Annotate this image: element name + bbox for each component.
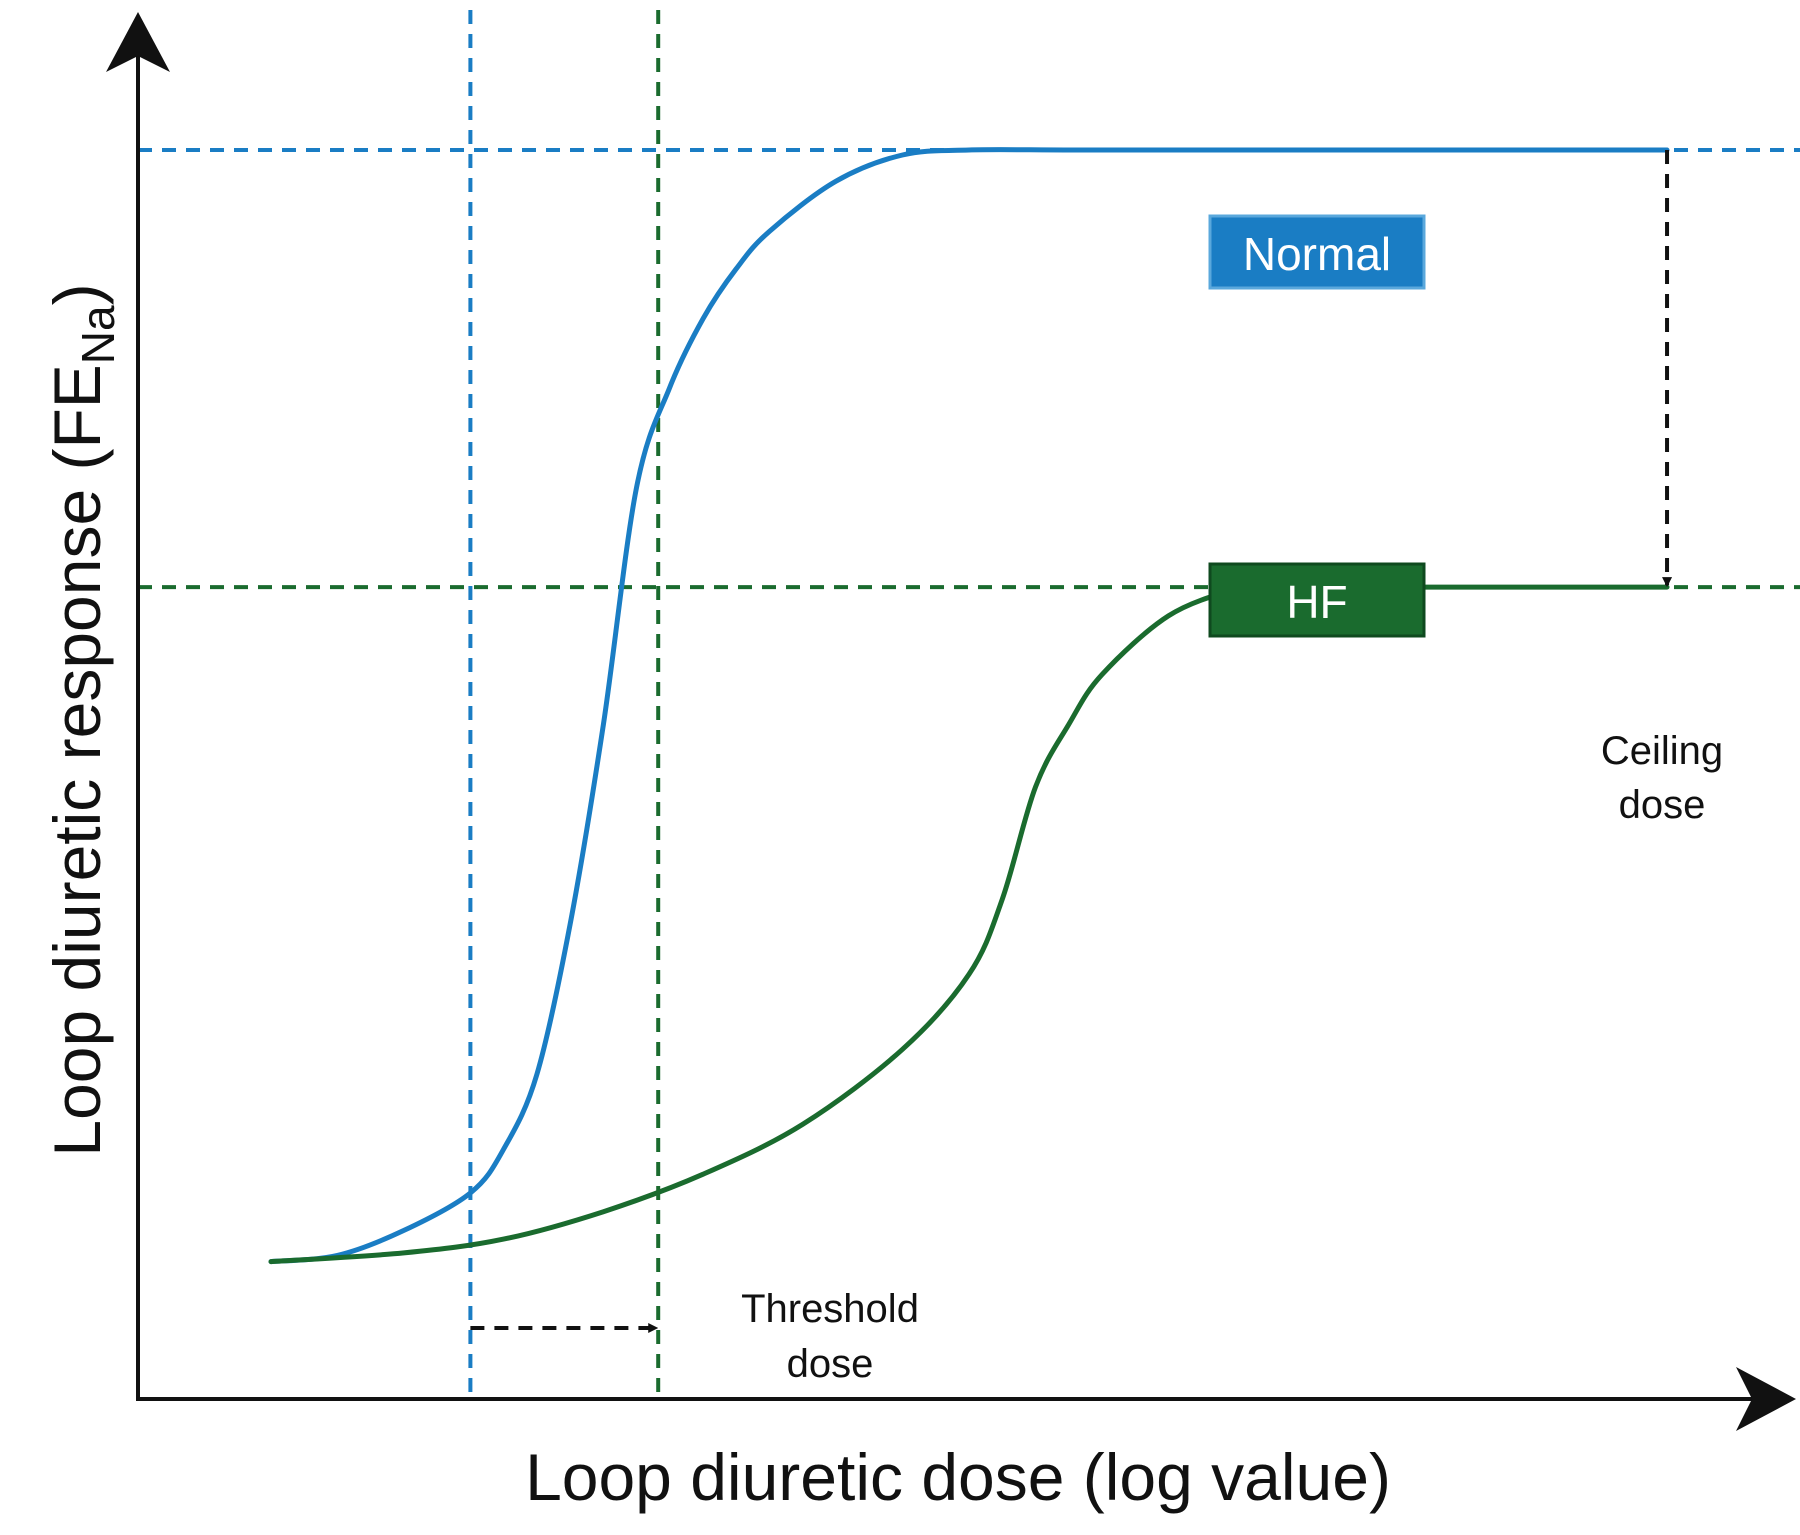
y-axis-title-close: ) bbox=[40, 283, 114, 305]
legend-hf: HF bbox=[1208, 562, 1426, 638]
legend-normal-label: Normal bbox=[1243, 228, 1391, 280]
series-hf-line bbox=[268, 584, 1670, 1265]
legend-normal-swatch bbox=[1208, 214, 1426, 290]
ceiling-dose-label-line2: dose bbox=[1619, 783, 1706, 827]
y-axis-title-subscript: Na bbox=[72, 305, 124, 364]
legend-hf-swatch bbox=[1208, 562, 1426, 638]
x-axis-title: Loop diuretic dose (log value) bbox=[525, 1440, 1391, 1514]
x-axis-arrowhead bbox=[1736, 1367, 1796, 1431]
legend-normal: Normal bbox=[1208, 214, 1426, 290]
y-axis-title-main: Loop diuretic response (FE bbox=[40, 364, 114, 1156]
threshold-dose-label-line2: dose bbox=[787, 1342, 874, 1386]
y-axis-arrowhead bbox=[106, 12, 170, 72]
series-normal-line bbox=[268, 147, 1670, 1265]
threshold-dose-label-line1: Threshold bbox=[741, 1287, 919, 1331]
legend-hf-label: HF bbox=[1286, 576, 1347, 628]
y-axis-title: Loop diuretic response (FENa) bbox=[40, 283, 124, 1156]
ceiling-dose-label-line1: Ceiling bbox=[1601, 729, 1723, 773]
